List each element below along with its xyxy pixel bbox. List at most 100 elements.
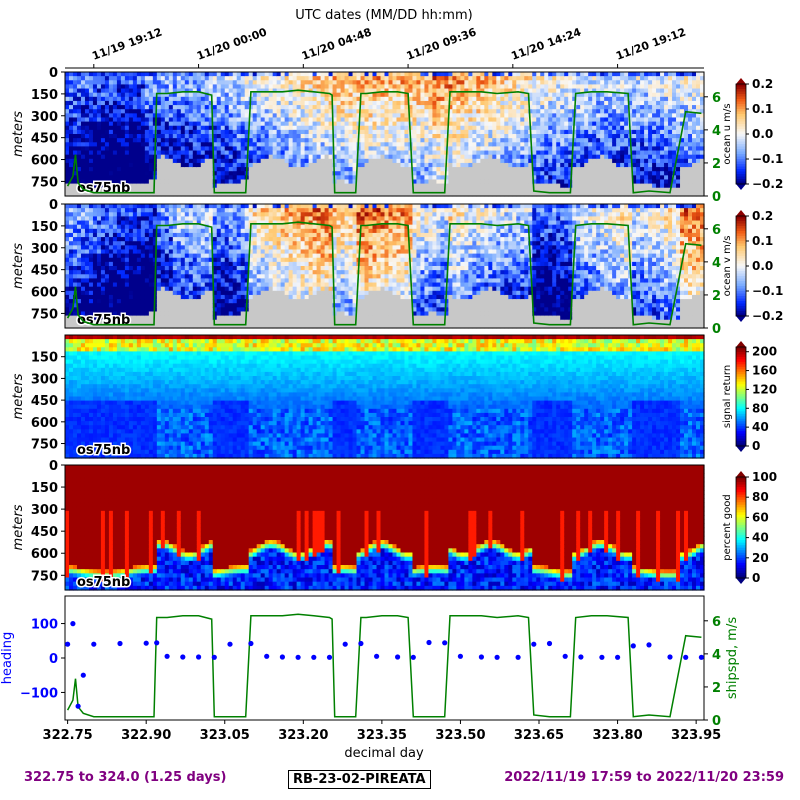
- heatmap-cell: [265, 109, 270, 114]
- heatmap-cell: [173, 171, 178, 176]
- heatmap-cell: [225, 113, 230, 118]
- heatmap-cell: [129, 93, 134, 98]
- heatmap-cell: [273, 72, 278, 77]
- heatmap-cell: [97, 93, 102, 98]
- heatmap-cell: [325, 126, 330, 131]
- heatmap-cell: [133, 142, 138, 147]
- heatmap-cell: [169, 105, 174, 110]
- heatmap-cell: [237, 134, 242, 139]
- heatmap-cell: [121, 97, 126, 102]
- heatmap-cell: [225, 130, 230, 135]
- heatmap-cell: [325, 159, 330, 164]
- heatmap-cell: [113, 126, 118, 131]
- heatmap-cell: [121, 80, 126, 85]
- heatmap-cell: [181, 76, 186, 81]
- heatmap-cell: [169, 84, 174, 89]
- heatmap-cell: [157, 146, 162, 151]
- heatmap-cell: [129, 72, 134, 77]
- heatmap-cell: [281, 113, 286, 118]
- top-tick-label: 11/20 00:00: [195, 25, 269, 62]
- heatmap-cell: [185, 159, 190, 164]
- heatmap-cell: [177, 113, 182, 118]
- heatmap-cell: [297, 142, 302, 147]
- heatmap-cell: [289, 163, 294, 168]
- heatmap-cell: [325, 171, 330, 176]
- heatmap-cell: [289, 84, 294, 89]
- heatmap-cell: [261, 101, 266, 106]
- heatmap-cell: [133, 146, 138, 151]
- heatmap-cell: [297, 167, 302, 172]
- heatmap-cell: [185, 175, 190, 180]
- heatmap-cell: [257, 167, 262, 172]
- heatmap-cell: [121, 93, 126, 98]
- heatmap-cell: [313, 130, 318, 135]
- top-tick-label: 11/20 04:48: [300, 25, 373, 62]
- heatmap-cell: [137, 167, 142, 172]
- heatmap-cell: [233, 146, 238, 151]
- heatmap-cell: [301, 101, 306, 106]
- heatmap-cell: [233, 84, 238, 89]
- heatmap-cell: [101, 151, 106, 156]
- heatmap-cell: [241, 113, 246, 118]
- panels: 0150300450600750metersos75nb0.20.10.0−0.…: [0, 66, 783, 743]
- heatmap-cell: [185, 97, 190, 102]
- heatmap-cell: [289, 122, 294, 127]
- heatmap-cell: [69, 188, 74, 193]
- heatmap-cell: [301, 146, 306, 151]
- heatmap-cell: [293, 97, 298, 102]
- heatmap-cell: [229, 155, 234, 160]
- heatmap-cell: [241, 163, 246, 168]
- heatmap-cell: [321, 159, 326, 164]
- heatmap-cell: [229, 163, 234, 168]
- heatmap-cell: [141, 142, 146, 147]
- heatmap-cell: [217, 171, 222, 176]
- heatmap-cell: [193, 159, 198, 164]
- heatmap-cell: [257, 72, 262, 77]
- heatmap-cell: [265, 171, 270, 176]
- heatmap-cell: [81, 159, 86, 164]
- heatmap-cell: [269, 109, 274, 114]
- heatmap-cell: [65, 142, 70, 147]
- heatmap-cell: [261, 76, 266, 81]
- heatmap-cell: [309, 109, 314, 114]
- heatmap-cell: [313, 126, 318, 131]
- heatmap-cell: [289, 134, 294, 139]
- heatmap-cell: [241, 122, 246, 127]
- heatmap-cell: [205, 89, 210, 94]
- heatmap-cell: [321, 138, 326, 143]
- heatmap-cell: [333, 80, 338, 85]
- heatmap-cell: [177, 142, 182, 147]
- heatmap-cell: [181, 175, 186, 180]
- heatmap-cell: [329, 84, 334, 89]
- heatmap-cell: [321, 155, 326, 160]
- heatmap-cell: [205, 151, 210, 156]
- heatmap-cell: [145, 101, 150, 106]
- heatmap-cell: [73, 142, 78, 147]
- heatmap-cell: [161, 101, 166, 106]
- heatmap-cell: [225, 151, 230, 156]
- heatmap-cell: [149, 184, 154, 189]
- heatmap-cell: [113, 109, 118, 114]
- heatmap-cell: [305, 80, 310, 85]
- heatmap-cell: [317, 188, 322, 193]
- heatmap-cell: [289, 126, 294, 131]
- heatmap-cell: [137, 80, 142, 85]
- heatmap-cell: [65, 159, 70, 164]
- heatmap-cell: [149, 171, 154, 176]
- heatmap-cell: [321, 84, 326, 89]
- heatmap-cell: [109, 84, 114, 89]
- heatmap-cell: [165, 113, 170, 118]
- heatmap-cell: [177, 151, 182, 156]
- heatmap-cell: [185, 105, 190, 110]
- heatmap-cell: [225, 163, 230, 168]
- heatmap-cell: [241, 93, 246, 98]
- heatmap-cell: [321, 101, 326, 106]
- heatmap-cell: [205, 175, 210, 180]
- heatmap-cell: [109, 72, 114, 77]
- heatmap-cell: [177, 184, 182, 189]
- heatmap-cell: [289, 117, 294, 122]
- heatmap-cell: [321, 122, 326, 127]
- heatmap-cell: [313, 97, 318, 102]
- heatmap-cell: [169, 171, 174, 176]
- heatmap-cell: [137, 175, 142, 180]
